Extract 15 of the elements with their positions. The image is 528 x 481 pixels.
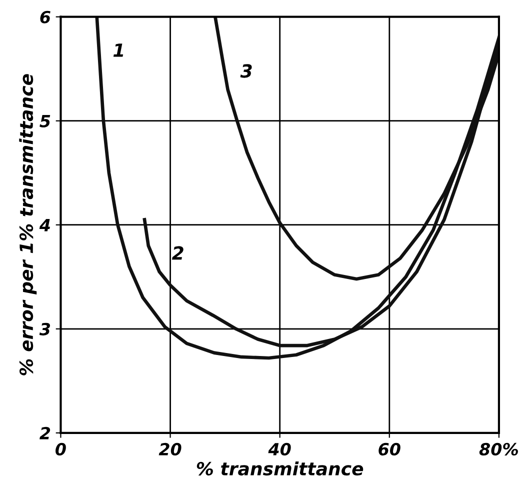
y-tick-label: 6 bbox=[40, 10, 50, 24]
x-tick-label: 80% bbox=[479, 442, 518, 456]
x-tick-label: 40 bbox=[268, 442, 291, 456]
x-tick-label: 20 bbox=[158, 442, 182, 456]
y-tick-label: 4 bbox=[39, 219, 50, 232]
y-tick-label: 5 bbox=[40, 115, 50, 128]
annotation: 1 bbox=[113, 44, 124, 57]
y-axis-title: % error per 1% transmittance bbox=[19, 74, 37, 376]
annotation: 2 bbox=[172, 246, 184, 260]
x-axis-title: % transmittance bbox=[196, 462, 364, 476]
annotation: 3 bbox=[240, 64, 252, 78]
x-tick-label: 60 bbox=[378, 442, 400, 456]
y-tick-label: 3 bbox=[39, 322, 50, 336]
y-tick-label: 2 bbox=[40, 426, 50, 440]
x-tick-label: 0 bbox=[56, 442, 66, 456]
